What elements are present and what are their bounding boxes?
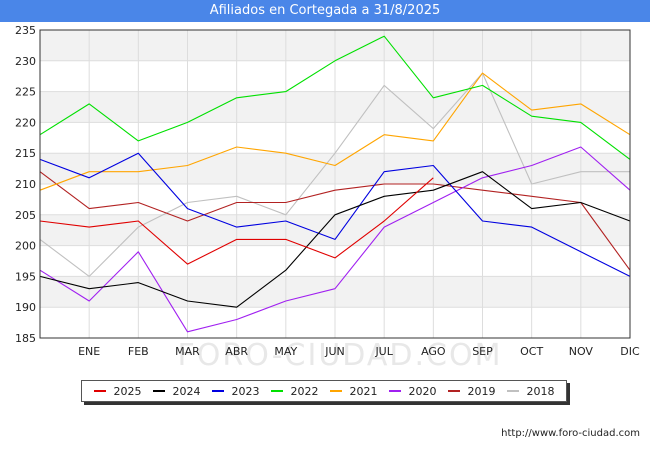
legend-swatch xyxy=(506,390,519,392)
legend-label: 2018 xyxy=(526,384,555,398)
x-tick-label: JUL xyxy=(374,345,393,358)
series-lines xyxy=(39,35,631,333)
legend-item-2023: 2023 xyxy=(211,384,260,398)
x-tick-label: FEB xyxy=(128,345,149,358)
legend-label: 2021 xyxy=(349,384,378,398)
legend-label: 2025 xyxy=(113,384,142,398)
x-tick-label: MAR xyxy=(175,345,200,358)
series-line-2022 xyxy=(39,35,631,160)
series-line-2023 xyxy=(39,152,631,277)
y-tick-label: 200 xyxy=(15,240,36,253)
series-line-2019 xyxy=(39,171,631,271)
x-tick-label: OCT xyxy=(520,345,543,358)
y-tick-label: 225 xyxy=(15,86,36,99)
legend-swatch xyxy=(329,390,342,392)
y-tick-label: 230 xyxy=(15,55,36,68)
series-line-2024 xyxy=(39,171,631,308)
y-axis-ticks: 185 190 195 200 205 210 215 220 225 230 235 xyxy=(15,24,36,345)
chart-title: Afiliados en Cortegada a 31/8/2025 xyxy=(0,0,650,22)
x-tick-label: ABR xyxy=(225,345,248,358)
y-tick-label: 185 xyxy=(15,332,36,345)
legend-item-2020: 2020 xyxy=(388,384,437,398)
legend-swatch xyxy=(388,390,401,392)
y-tick-label: 205 xyxy=(15,209,36,222)
legend-swatch xyxy=(211,390,224,392)
source-url: http://www.foro-ciudad.com xyxy=(501,428,640,439)
x-axis-ticks: ENE FEB MAR ABR MAY JUN JUL AGO SEP OCT NOV DIC xyxy=(78,345,640,358)
x-tick-label: MAY xyxy=(274,345,297,358)
x-tick-label: AGO xyxy=(421,345,446,358)
series-line-2020 xyxy=(39,146,631,333)
legend-item-2021: 2021 xyxy=(329,384,378,398)
series-line-2025 xyxy=(39,177,434,265)
legend-label: 2022 xyxy=(290,384,319,398)
legend-item-2018: 2018 xyxy=(506,384,555,398)
y-tick-label: 210 xyxy=(15,178,36,191)
y-tick-label: 190 xyxy=(15,301,36,314)
y-tick-label: 220 xyxy=(15,116,36,129)
x-tick-label: NOV xyxy=(569,345,594,358)
watermark: FORO-CIUDAD.COM xyxy=(178,338,503,373)
x-tick-label: ENE xyxy=(78,345,100,358)
legend-label: 2019 xyxy=(467,384,496,398)
legend-item-2024: 2024 xyxy=(152,384,201,398)
legend-label: 2023 xyxy=(231,384,260,398)
legend-swatch xyxy=(447,390,460,392)
y-tick-label: 195 xyxy=(15,270,36,283)
series-line-2018 xyxy=(39,72,630,277)
y-tick-label: 235 xyxy=(15,24,36,37)
legend-swatch xyxy=(270,390,283,392)
plot-frame xyxy=(39,29,631,339)
legend-swatch xyxy=(152,390,165,392)
legend-label: 2024 xyxy=(172,384,201,398)
series-line-2021 xyxy=(39,72,631,191)
y-tick-label: 215 xyxy=(15,147,36,160)
legend-swatch xyxy=(93,390,106,392)
legend-item-2019: 2019 xyxy=(447,384,496,398)
x-tick-label: SEP xyxy=(472,345,493,358)
legend: 2025 2024 2023 2022 2021 2020 2019 2018 xyxy=(81,380,567,402)
x-tick-label: DIC xyxy=(620,345,640,358)
legend-item-2025: 2025 xyxy=(93,384,142,398)
x-tick-label: JUN xyxy=(324,345,345,358)
legend-item-2022: 2022 xyxy=(270,384,319,398)
legend-label: 2020 xyxy=(408,384,437,398)
